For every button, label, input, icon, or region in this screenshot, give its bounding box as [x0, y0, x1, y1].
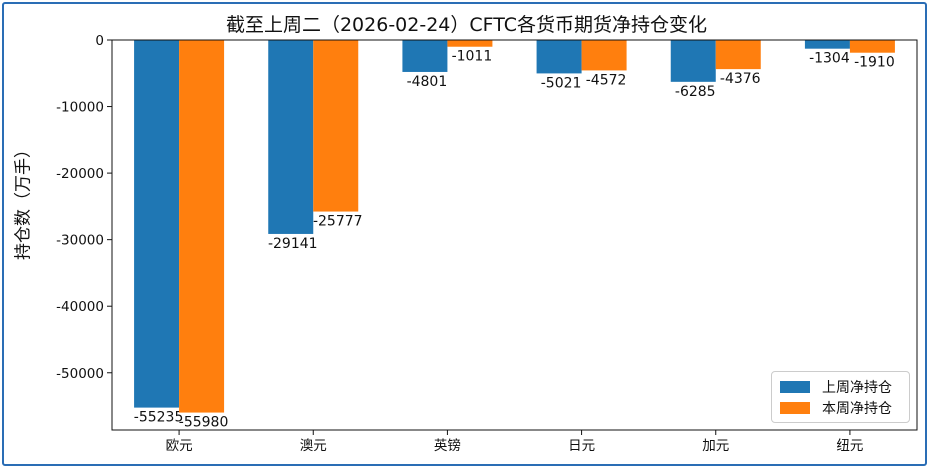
- x-tick-label-6: 纽元: [836, 438, 863, 454]
- bar-2-2: [313, 40, 359, 212]
- data-label-2-3: -1011: [452, 49, 493, 65]
- bar-1-1: [134, 40, 180, 408]
- legend-item-series-1: 上周净持仓: [780, 376, 901, 397]
- legend-swatch-series-1: [780, 380, 810, 393]
- bar-1-2: [268, 40, 314, 234]
- bar-1-6: [804, 40, 850, 49]
- y-tick-label-2: -10000: [56, 100, 104, 116]
- data-label-2-2: -25777: [313, 214, 363, 230]
- bar-1-4: [536, 40, 582, 74]
- x-tick-label-4: 日元: [568, 438, 595, 454]
- y-tick-label-6: -50000: [56, 366, 104, 382]
- data-label-1-4: -5021: [541, 75, 582, 91]
- x-tick-label-1: 欧元: [166, 438, 193, 454]
- legend-swatch-series-2: [780, 401, 810, 414]
- x-tick-label-3: 英镑: [434, 437, 461, 454]
- data-label-2-1: -55980: [179, 415, 229, 431]
- data-label-1-1: -55235: [134, 410, 184, 426]
- y-tick-label-1: 0: [95, 33, 104, 49]
- bar-2-1: [179, 40, 225, 413]
- data-label-1-3: -4801: [407, 74, 448, 90]
- y-tick-label-5: -40000: [56, 299, 104, 315]
- data-label-1-6: -1304: [809, 51, 850, 67]
- legend: 上周净持仓 本周净持仓: [771, 371, 910, 423]
- legend-item-series-2: 本周净持仓: [780, 397, 901, 418]
- data-label-1-2: -29141: [268, 236, 318, 252]
- y-tick-label-4: -30000: [56, 233, 104, 249]
- data-label-2-4: -4572: [586, 72, 627, 88]
- x-tick-label-2: 澳元: [300, 438, 327, 454]
- y-tick-label-3: -20000: [56, 166, 104, 182]
- bar-1-3: [402, 40, 448, 72]
- x-tick-label-5: 加元: [702, 438, 729, 454]
- plot-area-border: [111, 39, 918, 431]
- data-label-2-6: -1910: [854, 55, 895, 71]
- bar-2-5: [715, 40, 761, 70]
- data-label-1-5: -6285: [675, 84, 716, 100]
- bar-2-3: [447, 40, 493, 47]
- legend-label-series-2: 本周净持仓: [822, 400, 892, 417]
- bar-1-5: [670, 40, 716, 82]
- legend-label-series-1: 上周净持仓: [822, 379, 892, 396]
- bar-2-4: [581, 40, 627, 71]
- chart-title: 截至上周二（2026-02-24）CFTC各货币期货净持仓变化: [225, 14, 708, 36]
- bar-2-6: [849, 40, 895, 53]
- data-label-2-5: -4376: [720, 71, 761, 87]
